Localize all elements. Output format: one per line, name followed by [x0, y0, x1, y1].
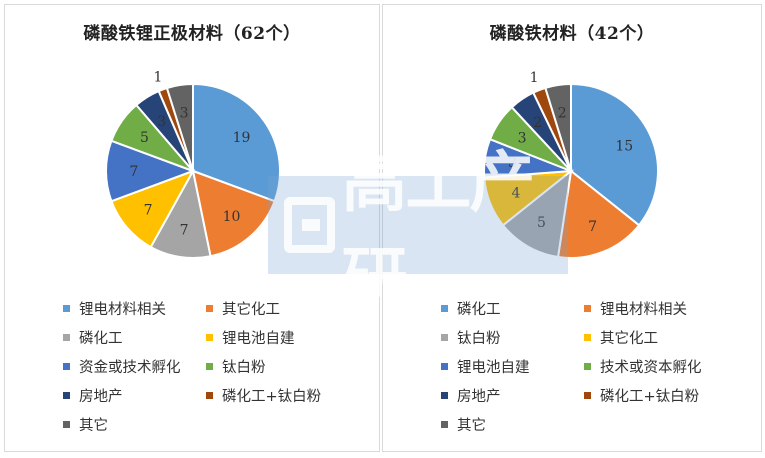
legend-swatch: [584, 334, 591, 341]
data-label: 2: [533, 115, 542, 131]
legend-item: 钛白粉: [206, 356, 266, 377]
legend-swatch: [206, 305, 213, 312]
pie-slice: [165, 82, 194, 172]
legend-label: 钛白粉: [222, 360, 266, 376]
legend-swatch: [63, 334, 70, 341]
legend-item: 其它化工: [584, 327, 658, 348]
legend-item: 其它: [441, 414, 486, 435]
legend-item: 锂电池自建: [441, 356, 530, 377]
chart-title-left: 磷酸铁锂正极材料（62个）: [83, 24, 301, 44]
data-label: 3: [180, 106, 189, 122]
legend-label: 磷化工: [79, 331, 123, 347]
data-label: 15: [615, 138, 633, 154]
legend-swatch: [63, 392, 70, 399]
legend-label: 其它: [457, 418, 486, 434]
data-label: 1: [530, 70, 539, 86]
legend-label: 其它化工: [222, 302, 280, 318]
legend-swatch: [206, 363, 213, 370]
data-label: 7: [180, 222, 189, 238]
pie-slice: [192, 82, 281, 203]
legend-swatch: [63, 363, 70, 370]
legend-label: 磷化工+钛白粉: [600, 389, 700, 405]
legend-label: 锂电材料相关: [79, 302, 166, 318]
watermark-text: 高工产研: [341, 144, 535, 317]
chart-panel-right: 磷酸铁材料（42个） 15 7 5 4 3 3 2 1 2 磷化工 锂电材料相关 钛白粉 其它化工 锂电…: [382, 4, 762, 452]
legend-item: 房地产: [63, 385, 123, 406]
watermark-logo-icon: [284, 197, 336, 253]
watermark: 高工产研: [268, 144, 568, 317]
legend-label: 磷化工: [457, 302, 501, 318]
pie-slice: [556, 169, 641, 259]
data-label: 19: [233, 130, 251, 146]
legend-label: 房地产: [79, 389, 123, 405]
data-label: 4: [511, 186, 520, 202]
legend-item: 资金或技术孵化: [63, 356, 181, 377]
legend-label: 磷化工+钛白粉: [222, 389, 322, 405]
legend-label: 锂电材料相关: [600, 302, 687, 318]
legend-label: 锂电池自建: [222, 331, 295, 347]
data-label: 3: [508, 155, 517, 171]
legend-item: 磷化工: [441, 298, 501, 319]
legend-item: 磷化工+钛白粉: [206, 385, 321, 406]
legend-swatch: [441, 421, 448, 428]
legend-item: 技术或资本孵化: [584, 356, 702, 377]
pie-slice: [501, 168, 573, 259]
legend-item: 锂电池自建: [206, 327, 295, 348]
legend-item: 其它: [63, 414, 108, 435]
legend-swatch: [63, 421, 70, 428]
data-label: 7: [129, 164, 138, 180]
legend-swatch: [441, 363, 448, 370]
data-label: 7: [588, 219, 597, 235]
legend-label: 其它化工: [600, 331, 658, 347]
legend-item: 其它化工: [206, 298, 280, 319]
legend-item: 钛白粉: [441, 327, 501, 348]
pie-slice: [544, 82, 572, 172]
legend-swatch: [584, 363, 591, 370]
legend-swatch: [441, 392, 448, 399]
legend-item: 房地产: [441, 385, 501, 406]
legend-label: 锂电池自建: [457, 360, 530, 376]
data-label: 5: [140, 130, 149, 146]
legend-label: 资金或技术孵化: [79, 360, 181, 376]
data-label: 7: [144, 203, 153, 219]
legend-swatch: [584, 392, 591, 399]
legend-item: 磷化工+钛白粉: [584, 385, 699, 406]
legend-label: 房地产: [457, 389, 501, 405]
legend-label: 其它: [79, 418, 108, 434]
data-label: 5: [537, 215, 546, 231]
data-label: 1: [153, 69, 162, 85]
legend-swatch: [584, 305, 591, 312]
legend-swatch: [441, 334, 448, 341]
legend-item: 锂电材料相关: [584, 298, 687, 319]
data-label: 2: [558, 106, 567, 122]
legend-item: 锂电材料相关: [63, 298, 166, 319]
legend-label: 钛白粉: [457, 331, 501, 347]
data-label: 3: [518, 131, 527, 147]
legend-label: 技术或资本孵化: [600, 360, 702, 376]
legend-swatch: [206, 334, 213, 341]
pie-slice: [570, 82, 659, 227]
chart-title-right: 磷酸铁材料（42个）: [489, 24, 655, 44]
legend-item: 磷化工: [63, 327, 123, 348]
data-label: 10: [223, 209, 241, 225]
data-label: 3: [157, 114, 166, 130]
legend-swatch: [63, 305, 70, 312]
legend-swatch: [206, 392, 213, 399]
pie-slice: [191, 169, 276, 258]
legend-swatch: [441, 305, 448, 312]
